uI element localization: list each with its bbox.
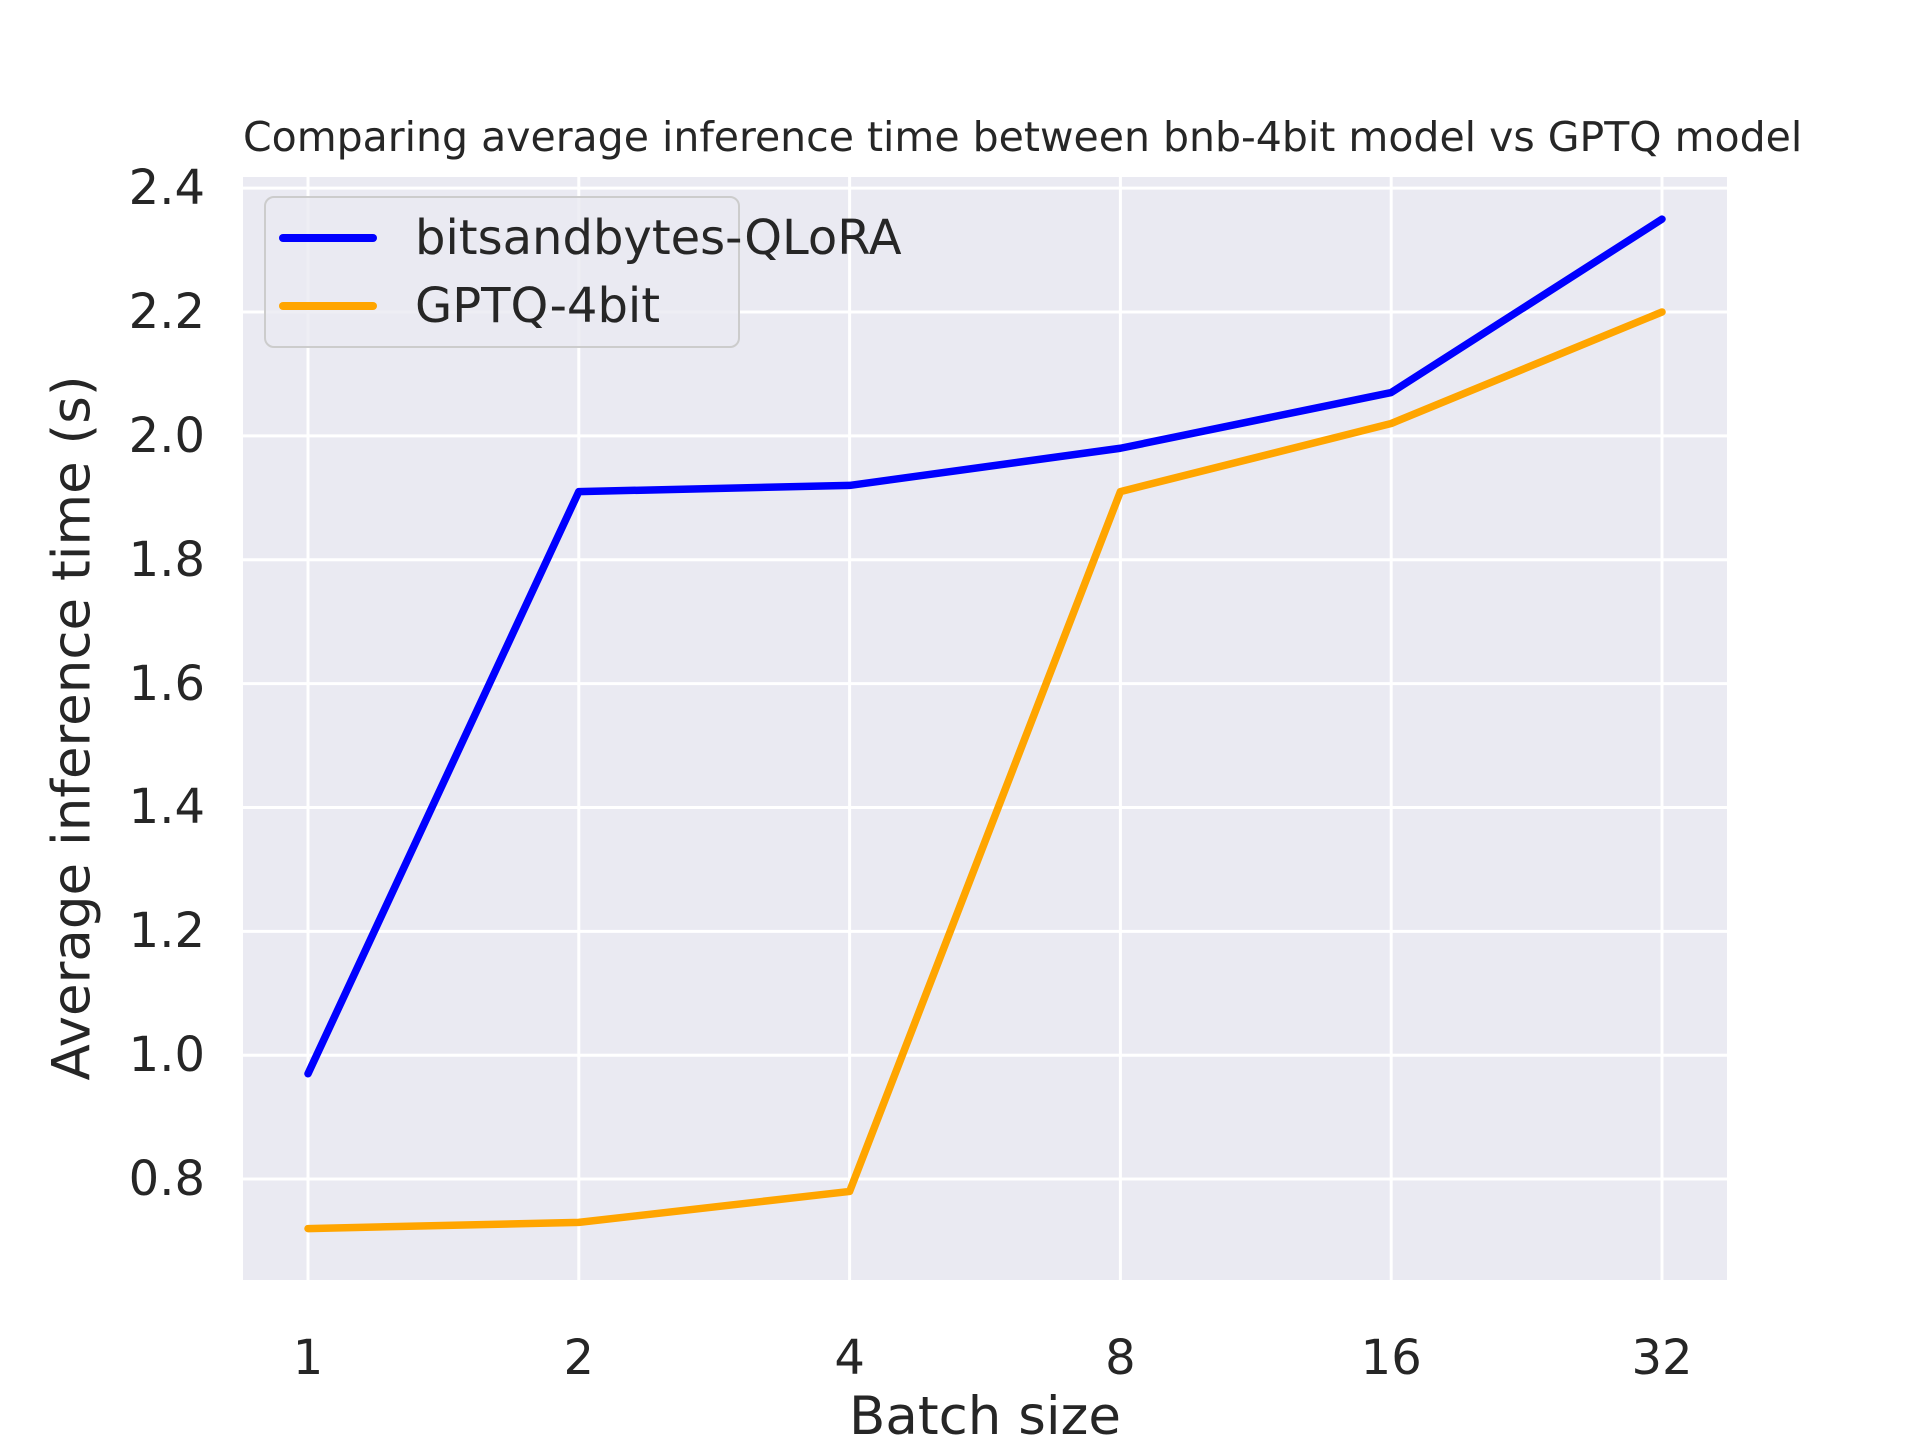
y-tick-label: 2.2 (128, 284, 205, 340)
legend-line-sample-orange (279, 302, 377, 310)
y-tick-label: 1.4 (128, 779, 205, 836)
y-tick-label: 2.0 (128, 407, 205, 464)
chart-canvas (243, 177, 1727, 1280)
legend: bitsandbytes-QLoRA GPTQ-4bit (264, 196, 902, 348)
gridlines (243, 177, 1727, 1280)
y-tick-label: 2.4 (128, 160, 205, 217)
series-line-bitsandbytes-QLoRA (304, 215, 1666, 1078)
x-tick-label: 4 (834, 1330, 865, 1386)
x-axis-label: Batch size (849, 1386, 1121, 1440)
y-axis-label: Average inference time (s) (41, 375, 103, 1081)
series-lines (304, 215, 1666, 1233)
y-tick-label: 1.6 (128, 655, 205, 712)
legend-label: GPTQ-4bit (415, 278, 661, 334)
legend-label: bitsandbytes-QLoRA (415, 210, 902, 266)
legend-line-sample-blue (279, 234, 377, 242)
y-tick-label: 1.0 (128, 1027, 205, 1084)
y-tick-label: 1.8 (128, 531, 205, 588)
y-tick-label: 1.2 (128, 903, 205, 960)
series-line-GPTQ-4bit (304, 308, 1666, 1233)
legend-item-bitsandbytes: bitsandbytes-QLoRA (279, 208, 902, 268)
x-tick-label: 2 (563, 1330, 595, 1386)
chart-title: Comparing average inference time between… (243, 113, 1803, 161)
x-tick-label: 16 (1360, 1330, 1422, 1386)
x-tick-label: 1 (292, 1330, 324, 1386)
legend-item-gptq: GPTQ-4bit (279, 276, 718, 336)
x-tick-label: 8 (1105, 1330, 1136, 1386)
plot-area (243, 177, 1727, 1280)
y-tick-label: 0.8 (128, 1151, 205, 1208)
x-tick-label: 32 (1631, 1330, 1693, 1386)
